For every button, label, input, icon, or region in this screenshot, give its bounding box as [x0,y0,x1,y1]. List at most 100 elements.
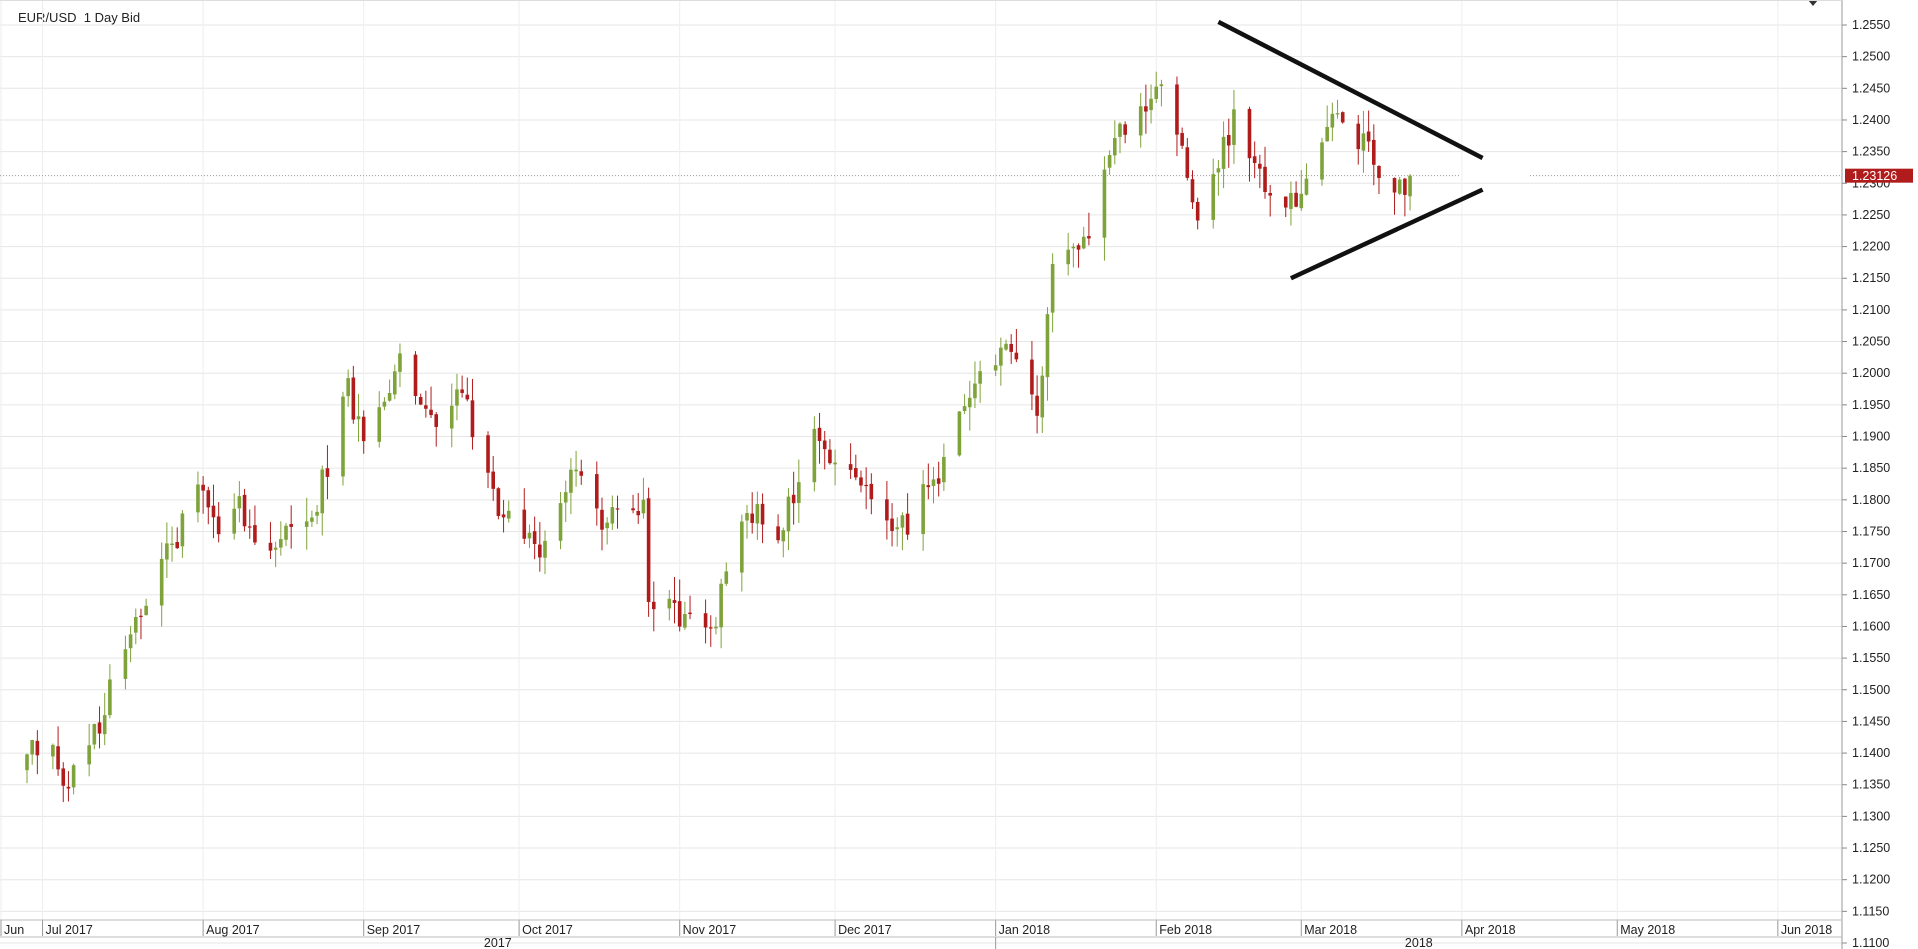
candle-down [206,490,211,508]
candle-down [890,518,894,531]
y-tick-label: 1.1400 [1852,746,1890,760]
candle-down [61,768,66,786]
candle-up [170,543,174,546]
x-tick-label: Jan 2018 [999,923,1050,937]
candle-down [1226,135,1231,146]
candle-down [864,484,868,487]
candle-up [315,511,319,516]
candle-down [465,394,470,400]
candle-down [242,494,247,527]
candle-up [165,543,169,560]
candle-down [848,464,853,470]
candle-up [1299,193,1304,209]
candle-up [558,503,563,541]
candle-down [1009,343,1013,352]
y-tick-label: 1.1550 [1852,651,1890,665]
current-price-tag [1845,168,1913,183]
candle-down [636,510,641,516]
candle-down [885,499,889,521]
candle-down [672,600,677,603]
candle-down [1283,196,1288,208]
x-tick-label: Dec 2017 [838,923,892,937]
candle-down [677,601,682,627]
candle-up [1320,142,1324,180]
candle-down [289,524,293,527]
y-tick-label: 1.1650 [1852,588,1890,602]
y-tick-label: 1.2450 [1852,81,1890,95]
candle-up [1154,86,1159,99]
candle-up [610,507,615,524]
candle-up [719,583,723,628]
y-tick-label: 1.1700 [1852,556,1890,570]
candle-down [1190,179,1195,203]
candle-up [1050,264,1055,313]
candle-down [776,526,780,541]
candle-down [1377,165,1381,179]
candle-up [506,510,511,519]
candle-up [133,617,138,633]
candle-down [429,409,433,416]
candle-down [760,503,765,525]
y-tick-label: 1.1300 [1852,809,1890,823]
candle-up [1211,174,1216,220]
candle-up [356,416,361,420]
candle-up [304,521,309,527]
candle-down [175,542,180,549]
candle-up [1361,133,1366,151]
candle-up [683,613,687,628]
candle-up [284,525,288,540]
candle-up [279,539,283,548]
x-tick-label: Aug 2017 [206,923,260,937]
candle-down [1175,84,1179,135]
candle-down [631,508,635,511]
candle-down [434,414,439,427]
x-tick-label: Jun 2018 [1781,923,1832,937]
trendline-lower[interactable] [1289,187,1484,281]
y-tick-label: 1.1350 [1852,778,1890,792]
candle-up [781,530,786,542]
candle-down [817,427,822,442]
candle-up [931,479,936,487]
candle-down [1403,178,1407,195]
y-tick-label: 1.1900 [1852,430,1890,444]
candle-down [936,478,941,484]
candle-up [973,383,977,399]
candle-up [921,484,925,535]
y-tick-label: 1.2250 [1852,208,1890,222]
candle-down [703,613,708,628]
candle-up [1081,236,1086,249]
x-tick-label: May 2018 [1620,923,1675,937]
y-tick-label: 1.2000 [1852,366,1890,380]
candle-up [993,365,998,371]
year-label: 2018 [1405,936,1433,949]
candle-down [708,627,713,629]
candle-up [144,605,148,616]
candle-down [1392,178,1397,193]
candle-up [455,389,459,406]
candle-up [341,396,345,477]
candle-up [25,754,29,771]
candle-up [1325,126,1329,142]
candle-down [615,508,620,510]
candle-down [522,509,527,539]
candle-down [750,513,754,523]
y-tick-label: 1.1250 [1852,841,1890,855]
candle-up [51,744,55,757]
candle-down [1030,359,1034,395]
candle-up [745,513,749,521]
candle-up [900,515,905,528]
trendline-upper[interactable] [1217,19,1484,160]
x-tick-label: Mar 2018 [1304,923,1357,937]
collapse-arrow-icon[interactable] [1808,0,1818,6]
candle-up [574,469,578,472]
candle-down [600,509,604,530]
candle-up [1118,123,1122,137]
candle-up [382,401,387,407]
candle-up [1040,375,1045,418]
candle-up [398,353,402,372]
candle-down [268,542,273,551]
candle-up [1221,136,1226,169]
candle-down [1144,106,1148,112]
candle-up [755,504,760,524]
